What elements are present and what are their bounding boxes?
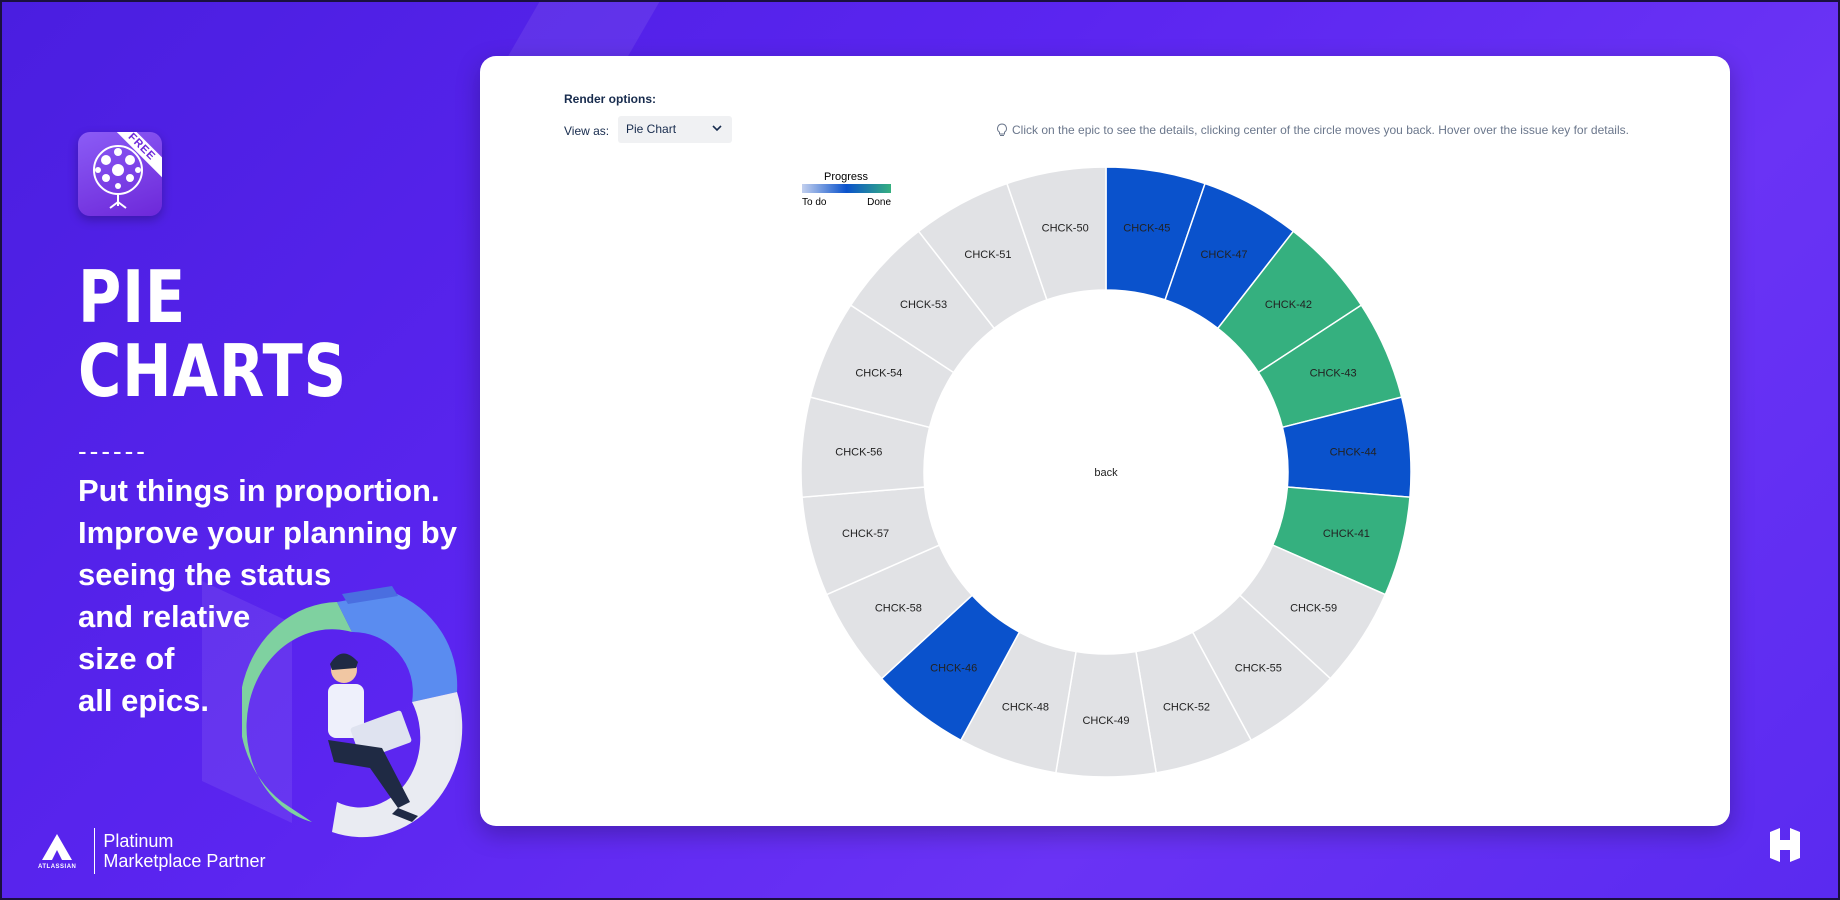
legend-max-label: Done [867, 197, 891, 208]
slice-label[interactable]: CHCK-46 [930, 663, 977, 675]
slice-label[interactable]: CHCK-58 [875, 603, 922, 615]
view-as-label: View as: [564, 124, 610, 138]
slice-label[interactable]: CHCK-57 [842, 528, 889, 540]
chevron-down-icon [712, 125, 722, 132]
lightbulb-icon [997, 123, 1007, 136]
legend-gradient-bar [802, 184, 891, 193]
slice-label[interactable]: CHCK-59 [1290, 603, 1337, 615]
person-illustration [242, 586, 463, 838]
slice-label[interactable]: CHCK-55 [1235, 663, 1282, 675]
slice-label[interactable]: CHCK-43 [1310, 367, 1357, 379]
background-shape [504, 2, 660, 62]
slice-label[interactable]: CHCK-48 [1002, 702, 1049, 714]
tagline: Put things in proportion. Improve your p… [78, 473, 457, 718]
slice-label[interactable]: CHCK-44 [1330, 447, 1377, 459]
slice-label[interactable]: CHCK-52 [1163, 702, 1210, 714]
chart-panel: Render options: View as: Pie Chart Click… [480, 56, 1730, 826]
slice-label[interactable]: CHCK-45 [1123, 222, 1170, 234]
pie-chart: Progress To do Done CHCK-45 CHCK-47 CHCK-4… [800, 166, 1412, 778]
tree-icon [93, 145, 143, 209]
legend-min-label: To do [802, 197, 827, 208]
legend-title: Progress [824, 171, 869, 183]
headline: PIE CHARTS [78, 255, 347, 413]
app-logo: FREE [78, 132, 162, 216]
atlassian-partner: ATLASSIAN Platinum Marketplace Partner [38, 828, 265, 874]
slice-label[interactable]: CHCK-41 [1323, 528, 1370, 540]
slice-label[interactable]: CHCK-42 [1265, 299, 1312, 311]
slice-label[interactable]: CHCK-53 [900, 299, 947, 311]
slice-label[interactable]: CHCK-49 [1082, 715, 1129, 727]
slice-label[interactable]: CHCK-50 [1042, 222, 1089, 234]
render-options-label: Render options: [564, 92, 656, 106]
back-button[interactable]: back [1094, 467, 1118, 479]
h-logo-icon [1770, 828, 1800, 862]
slice-label[interactable]: CHCK-54 [855, 367, 902, 379]
progress-legend: Progress To do Done [802, 171, 891, 208]
slice-label[interactable]: CHCK-47 [1200, 249, 1247, 261]
pie-slice-chck-50[interactable] [1006, 166, 1107, 301]
divider: ------ [78, 436, 148, 466]
slice-label[interactable]: CHCK-56 [835, 447, 882, 459]
view-as-select[interactable]: Pie Chart [618, 116, 732, 143]
hint-text: Click on the epic to see the details, cl… [996, 123, 1629, 137]
partner-divider [94, 828, 96, 874]
slice-label[interactable]: CHCK-51 [964, 249, 1011, 261]
atlassian-icon [42, 834, 73, 860]
